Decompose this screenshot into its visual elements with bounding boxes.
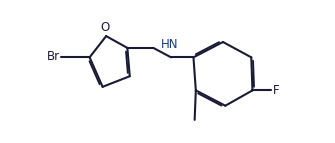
Text: Br: Br	[47, 50, 60, 63]
Text: O: O	[100, 21, 110, 34]
Text: HN: HN	[161, 38, 179, 51]
Text: F: F	[273, 84, 279, 97]
